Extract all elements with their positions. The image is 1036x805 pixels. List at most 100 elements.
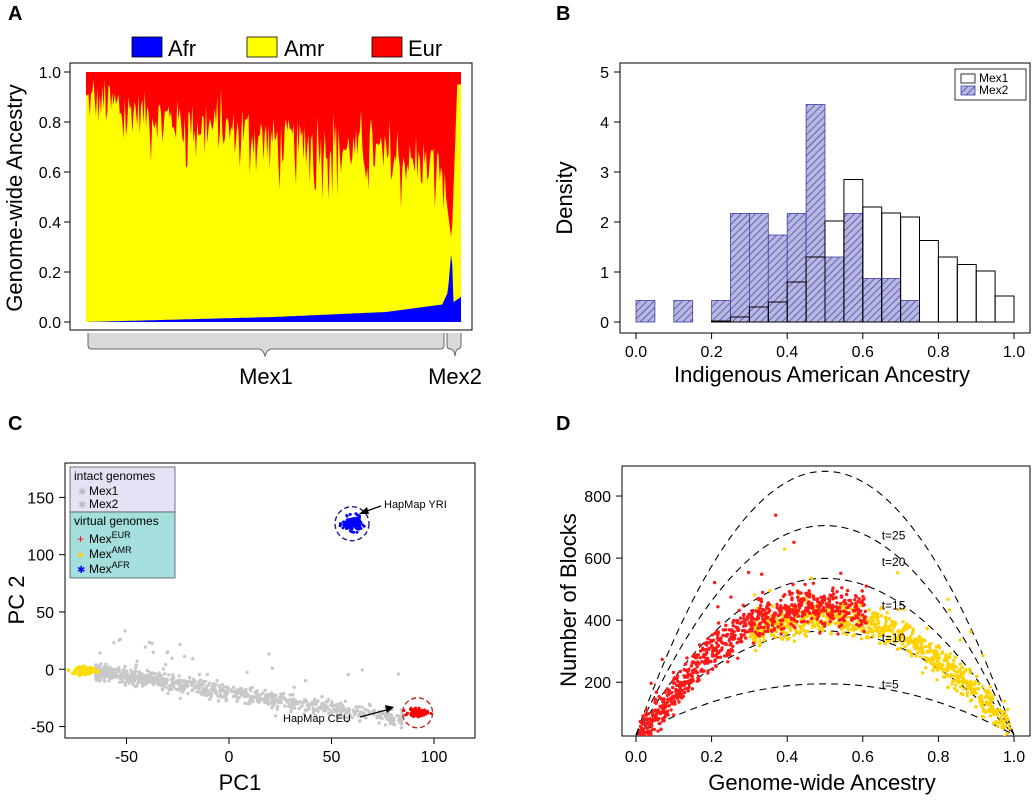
point-eur xyxy=(816,597,820,601)
point-amr xyxy=(869,616,873,620)
point-mex1 xyxy=(149,674,153,678)
point-mex1 xyxy=(95,675,99,679)
point-mex1 xyxy=(107,668,111,672)
point-eur xyxy=(822,624,827,628)
point-mex1 xyxy=(311,708,315,712)
point-eur xyxy=(680,683,685,687)
point-mex1 xyxy=(178,642,182,647)
point-amr xyxy=(958,662,962,666)
point-eur xyxy=(827,600,831,604)
point-amr xyxy=(887,625,891,629)
legend-c-eur: MexEUR xyxy=(89,530,131,546)
point-amr xyxy=(876,615,880,619)
point-eur xyxy=(857,597,861,601)
point-eur xyxy=(738,616,743,620)
point-amr xyxy=(973,680,977,684)
point-eur xyxy=(710,644,714,648)
point-amr xyxy=(811,622,815,626)
point-amr xyxy=(897,608,901,612)
point-amr xyxy=(810,625,814,629)
point-amr xyxy=(945,665,949,669)
point-mex-amr xyxy=(70,671,75,676)
point-eur xyxy=(671,685,675,690)
point-amr xyxy=(981,709,986,713)
point-mex1 xyxy=(355,709,360,713)
legend-c-intact-header: intact genomes xyxy=(74,469,155,483)
point-eur xyxy=(743,621,747,626)
point-mex-eur xyxy=(408,708,412,711)
point-mex1 xyxy=(240,691,244,696)
point-eur xyxy=(687,667,691,671)
legend-c-amr: MexAMR xyxy=(89,545,132,561)
point-amr xyxy=(965,693,969,698)
point-amr xyxy=(910,640,915,644)
point-mex1 xyxy=(289,708,293,712)
point-amr xyxy=(961,671,966,676)
point-mex1 xyxy=(339,704,344,708)
point-amr xyxy=(914,647,918,651)
point-amr xyxy=(1001,722,1005,727)
point-mex1 xyxy=(211,685,215,689)
point-amr xyxy=(867,635,871,640)
panel-c-pca: -50 0 50 100 150 -50 0 50 100 PC 2 PC1 intact ge… xyxy=(4,462,476,795)
point-eur xyxy=(690,687,695,691)
point-eur xyxy=(766,626,770,630)
point-eur xyxy=(753,617,758,621)
point-eur xyxy=(770,623,775,627)
bar-mex1 xyxy=(937,256,958,323)
legend-c-mex1-marker: ✱ xyxy=(78,487,86,498)
point-amr xyxy=(912,637,917,641)
point-mex1 xyxy=(110,676,114,680)
point-mex1 xyxy=(216,694,220,698)
point-mex1 xyxy=(177,674,181,678)
point-amr xyxy=(966,686,970,690)
point-mex1 xyxy=(343,699,348,703)
point-eur xyxy=(820,621,825,626)
point-eur xyxy=(816,600,820,604)
point-eur xyxy=(640,740,643,743)
x-tick-label-d: 0.0 xyxy=(625,749,647,766)
point-eur xyxy=(738,621,742,626)
point-eur xyxy=(828,619,832,624)
point-amr xyxy=(785,624,789,629)
point-eur xyxy=(765,605,769,609)
point-mex1 xyxy=(288,693,292,697)
panel-label-a: A xyxy=(8,3,22,25)
point-amr xyxy=(867,629,871,634)
point-mex1 xyxy=(151,650,155,654)
point-mex1 xyxy=(398,715,402,719)
bar-mex1 xyxy=(994,295,1015,323)
point-eur xyxy=(840,586,844,590)
point-mex1 xyxy=(316,709,320,713)
point-eur xyxy=(690,670,694,675)
point-amr xyxy=(869,622,873,626)
bar-mex2 xyxy=(843,213,864,323)
point-mex1 xyxy=(191,656,195,661)
point-amr xyxy=(788,626,792,630)
point-amr xyxy=(905,625,909,630)
point-mex-afr xyxy=(358,518,362,522)
point-amr xyxy=(880,614,884,618)
point-mex1 xyxy=(247,694,251,698)
point-mex1 xyxy=(106,673,111,677)
point-eur xyxy=(820,600,825,605)
point-mex1 xyxy=(288,702,292,706)
point-amr xyxy=(936,653,941,657)
point-eur xyxy=(725,632,730,637)
point-eur xyxy=(704,651,709,655)
point-mex1 xyxy=(205,672,210,677)
point-amr xyxy=(932,666,936,670)
point-amr xyxy=(955,689,959,693)
point-mex1 xyxy=(215,678,219,683)
point-eur xyxy=(724,642,728,647)
point-amr xyxy=(903,645,907,649)
point-amr xyxy=(870,627,874,632)
point-eur xyxy=(685,656,689,660)
group-label-mex2: Mex2 xyxy=(428,364,482,389)
point-mex1 xyxy=(339,701,343,705)
point-mex1 xyxy=(248,702,252,706)
point-eur xyxy=(790,596,794,600)
point-amr xyxy=(804,629,808,634)
point-mex1 xyxy=(120,680,125,684)
point-amr xyxy=(968,667,972,671)
